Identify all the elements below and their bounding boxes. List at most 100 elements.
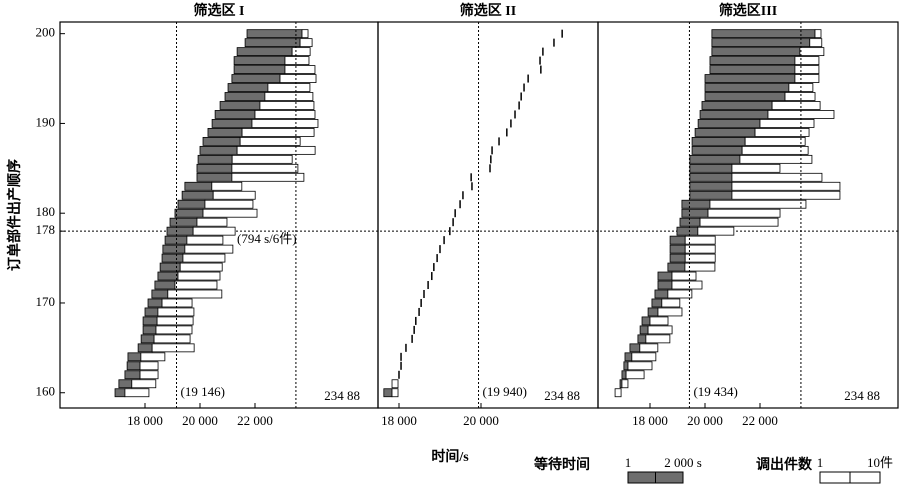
items-bar xyxy=(739,154,813,164)
items-bar xyxy=(231,172,305,182)
wait-bar xyxy=(177,199,206,209)
panel-data xyxy=(614,22,841,408)
wait-bar xyxy=(161,253,184,263)
x-tick-label: 20 000 xyxy=(687,413,723,428)
wait-bar xyxy=(174,208,204,218)
x-tick-label: 22 000 xyxy=(742,413,778,428)
reference-label: 234 88 xyxy=(544,388,580,403)
items-bar xyxy=(202,208,258,218)
items-bar xyxy=(196,217,228,227)
wait-bar xyxy=(637,334,647,344)
items-bar xyxy=(799,47,825,57)
items-bar xyxy=(259,101,315,110)
items-bar xyxy=(231,163,299,173)
wait-bar xyxy=(154,280,176,290)
wait-bar xyxy=(669,235,686,245)
items-bar xyxy=(161,298,193,308)
items-bar xyxy=(657,307,683,317)
items-bar xyxy=(241,128,315,137)
wait-bar xyxy=(162,244,186,254)
items-bar xyxy=(254,110,316,119)
items-bar xyxy=(167,289,223,299)
items-bar xyxy=(639,343,659,353)
wait-bar xyxy=(227,83,269,92)
wait-bar xyxy=(623,361,629,371)
x-tick-label: 18 000 xyxy=(632,413,668,428)
wait-bar xyxy=(202,136,241,146)
items-bar xyxy=(684,235,716,245)
items-bar xyxy=(192,226,236,236)
items-bar xyxy=(174,280,218,290)
items-bar xyxy=(759,119,815,128)
y-tick-label: 178 xyxy=(36,222,56,237)
wait-bar xyxy=(704,92,786,101)
legend-tick: 2 000 s xyxy=(664,455,702,470)
items-bar xyxy=(140,352,166,362)
wait-bar xyxy=(657,271,673,281)
wait-bar xyxy=(641,316,651,326)
wait-bar xyxy=(681,199,711,209)
wait-bar xyxy=(711,38,811,48)
items-bar xyxy=(251,119,319,128)
wait-bar xyxy=(701,101,773,110)
legend-label: 调出件数 xyxy=(756,456,813,473)
items-bar xyxy=(131,379,157,389)
wait-bar xyxy=(691,136,746,146)
items-bar xyxy=(645,334,671,344)
items-bar xyxy=(731,163,781,173)
wait-bar xyxy=(694,128,756,137)
items-bar xyxy=(671,271,697,281)
items-bar xyxy=(284,56,310,65)
items-bar xyxy=(156,316,194,326)
y-tick-label: 200 xyxy=(36,25,56,40)
wait-bar xyxy=(651,298,663,308)
items-bar xyxy=(621,379,629,389)
wait-bar xyxy=(214,110,256,119)
wait-bar xyxy=(629,343,641,353)
wait-bar xyxy=(151,289,169,299)
items-bar xyxy=(236,145,316,155)
wait-bar xyxy=(679,217,701,227)
items-bar xyxy=(179,262,223,272)
wait-bar xyxy=(383,388,393,398)
items-bar xyxy=(731,190,841,200)
wait-bar xyxy=(689,154,741,164)
wait-bar xyxy=(157,271,179,281)
wait-bar xyxy=(711,29,816,39)
wait-bar xyxy=(246,29,303,39)
items-bar xyxy=(794,65,820,74)
items-bar xyxy=(212,190,256,200)
items-bar xyxy=(631,352,657,362)
wait-bar xyxy=(142,316,158,326)
wait-bar xyxy=(236,47,293,57)
wait-bar xyxy=(647,307,659,317)
wait-bar xyxy=(124,370,141,380)
wait-bar xyxy=(709,65,796,74)
reference-label: (19 940) xyxy=(483,384,527,399)
wait-bar xyxy=(689,172,733,182)
wait-bar xyxy=(196,163,233,173)
items-bar xyxy=(301,29,309,39)
wait-bar xyxy=(137,343,153,353)
wait-bar xyxy=(184,181,213,191)
x-tick-label: 20 000 xyxy=(182,413,218,428)
wait-bar xyxy=(118,379,133,389)
wait-bar xyxy=(196,172,233,182)
wait-bar xyxy=(657,280,673,290)
wait-bar xyxy=(142,325,157,335)
wait-bar xyxy=(197,154,233,164)
wait-bar xyxy=(114,388,126,398)
items-bar xyxy=(264,92,314,101)
legend-tick: 1 xyxy=(625,455,632,470)
wait-bar xyxy=(669,244,686,254)
items-bar xyxy=(279,74,317,83)
legend-label: 等待时间 xyxy=(534,456,590,473)
items-bar xyxy=(814,29,822,39)
wait-bar xyxy=(181,190,214,200)
items-bar xyxy=(151,343,195,353)
items-bar xyxy=(754,128,810,137)
x-tick-label: 18 000 xyxy=(127,413,163,428)
items-bar xyxy=(614,388,622,398)
wait-bar xyxy=(147,298,163,308)
items-bar xyxy=(153,334,191,344)
